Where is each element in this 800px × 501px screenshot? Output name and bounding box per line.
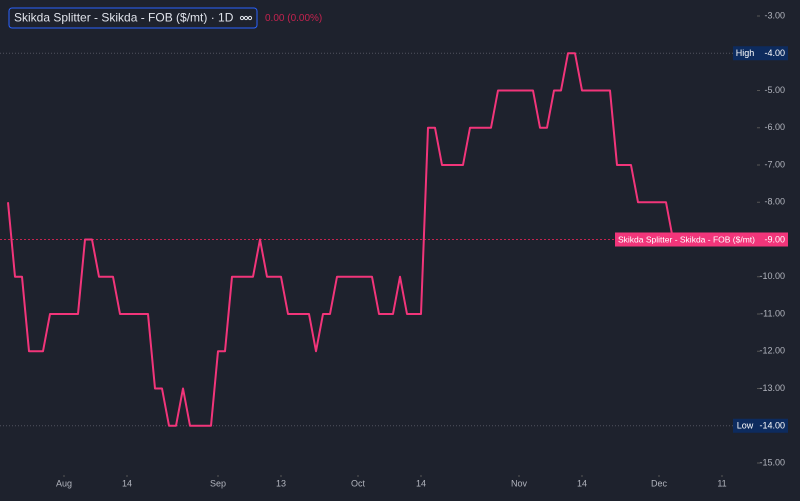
price-value-label: -9.00 — [764, 234, 785, 244]
x-tick-label: Nov — [511, 478, 528, 488]
price-value-label: -4.00 — [764, 48, 785, 58]
y-tick-label: -3.00 — [764, 10, 785, 20]
y-tick-label: -13.00 — [759, 383, 785, 393]
y-tick-label: -12.00 — [759, 346, 785, 356]
y-tick-label: -11.00 — [760, 308, 785, 318]
x-tick-label: Sep — [210, 478, 226, 488]
menu-dot — [247, 15, 253, 21]
menu-dot — [243, 15, 249, 21]
x-tick-label: 11 — [717, 478, 726, 488]
menu-dot — [239, 15, 245, 21]
x-tick-label: 14 — [122, 478, 132, 488]
change-label: 0.00 (0.00%) — [265, 13, 322, 24]
last-price-name: Skikda Splitter - Skikda - FOB ($/mt) — [618, 234, 755, 244]
x-tick-label: 14 — [577, 478, 587, 488]
price-value-box — [757, 232, 788, 247]
y-tick-label: -6.00 — [764, 122, 785, 132]
x-tick-label: Dec — [651, 478, 668, 488]
x-tick-label: Aug — [56, 478, 72, 488]
y-tick-label: -5.00 — [764, 85, 785, 95]
price-value-label: -14.00 — [759, 421, 785, 431]
y-tick-label: -15.00 — [759, 457, 785, 467]
line-series — [7, 52, 674, 427]
x-tick-label: Oct — [351, 478, 366, 488]
x-tick-label: 13 — [276, 478, 286, 488]
x-tick-label: 14 — [416, 478, 426, 488]
y-tick-label: -10.00 — [759, 271, 785, 281]
extreme-name-box — [733, 46, 757, 61]
price-value-box — [757, 418, 788, 433]
price-value-box — [757, 46, 788, 61]
title-box[interactable] — [8, 7, 258, 29]
last-price-name-box — [615, 232, 757, 247]
y-tick-label: -7.00 — [764, 159, 785, 169]
chart-title: Skikda Splitter - Skikda - FOB ($/mt) · … — [14, 11, 234, 25]
extreme-name: High — [736, 48, 755, 58]
y-tick-label: -8.00 — [764, 197, 785, 207]
extreme-name-box — [733, 418, 757, 433]
extreme-name: Low — [737, 421, 754, 431]
